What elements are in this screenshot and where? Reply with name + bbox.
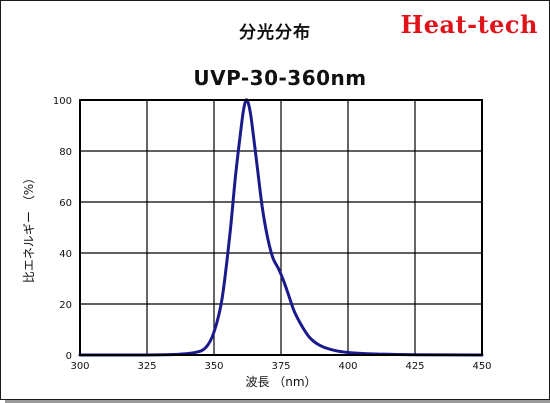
y-tick-label: 20 <box>59 300 72 311</box>
x-tick-label: 300 <box>70 361 89 372</box>
y-tick-label: 0 <box>66 351 72 362</box>
x-tick-label: 375 <box>271 361 290 372</box>
y-axis-label: 比エネルギー （%） <box>22 172 36 283</box>
x-tick-label: 400 <box>338 361 357 372</box>
page-heading: 分光分布 <box>239 23 311 43</box>
y-tick-label: 100 <box>53 96 72 107</box>
grid-layer <box>79 99 483 356</box>
y-tick-label: 60 <box>59 198 72 209</box>
x-tick-label: 450 <box>472 361 491 372</box>
brand-logo: Heat-tech <box>400 10 538 39</box>
x-axis-label: 波長 （nm） <box>245 375 316 389</box>
y-tick-label: 80 <box>59 147 72 158</box>
x-tick-label: 325 <box>137 361 156 372</box>
tick-layer: 300 325 350 375 400 425 450 0 20 40 60 80 100 <box>53 96 492 372</box>
x-tick-label: 350 <box>204 361 223 372</box>
chart-title: UVP-30-360nm <box>193 66 367 90</box>
plot-area-border <box>79 99 483 356</box>
x-tick-label: 425 <box>405 361 424 372</box>
spectrum-series-line <box>78 98 484 357</box>
y-tick-label: 40 <box>59 249 72 260</box>
